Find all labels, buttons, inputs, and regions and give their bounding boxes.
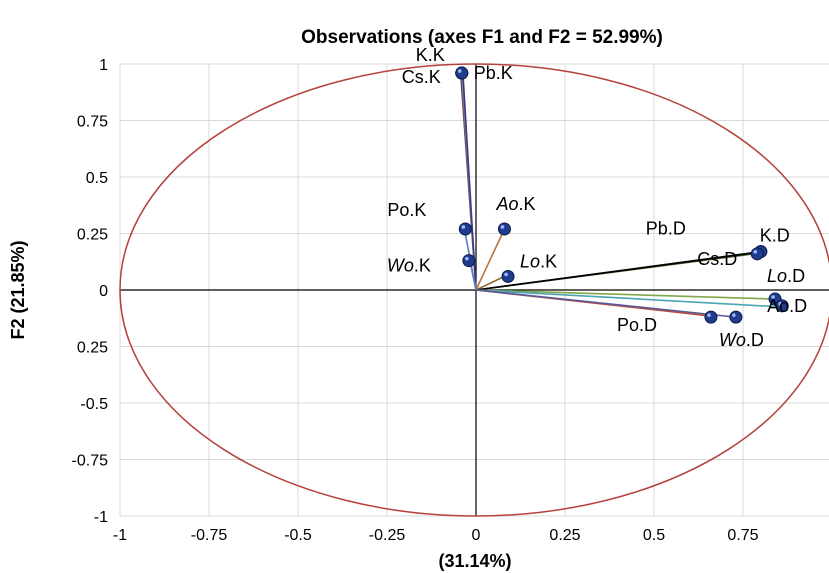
y-tick-label: 1: [99, 57, 108, 74]
label-ao-d: Ao.D: [767, 296, 807, 316]
label-lo-k: Lo.K: [520, 251, 557, 271]
y-tick-label: 0: [99, 283, 108, 300]
point-highlight: [457, 69, 462, 73]
x-tick-label: -0.5: [284, 527, 312, 544]
x-tick-label: 0.5: [643, 527, 665, 544]
vector-lo-d: [475, 289, 776, 300]
y-tick-label: -0.5: [80, 396, 108, 413]
point-highlight: [504, 272, 508, 277]
point-cs-d: [750, 247, 764, 261]
y-axis-title: F2 (21.85%): [8, 240, 28, 339]
label-italic-part: Ao: [495, 194, 518, 214]
label-po-k: Po.K: [387, 200, 426, 220]
label-suffix-part: .K: [414, 256, 431, 276]
point-wo-k: [462, 254, 476, 268]
point-po-k: [458, 222, 472, 236]
y-tick-label: -0.75: [72, 453, 109, 470]
tick-labels: -1 -0.75 -0.5 -0.25 0 0.25 0.5 0.75 1 0.75 0.5 0.25…: [72, 57, 759, 544]
label-po-d: Po.D: [617, 315, 657, 335]
label-suffix-part: .D: [787, 266, 805, 286]
label-suffix-part: .D: [746, 330, 764, 350]
point-ao-k: [497, 222, 511, 236]
vectors: [459, 71, 784, 318]
label-ao-k: Ao.K: [495, 194, 535, 214]
point-highlight: [707, 313, 711, 317]
vector-cs-d: [475, 251, 757, 291]
points: [455, 66, 789, 324]
vector-ao-d: [475, 289, 784, 308]
point-lo-k: [501, 269, 515, 283]
point-pb-k: [455, 66, 469, 80]
label-suffix-part: .K: [519, 194, 536, 214]
x-tick-label: -1: [113, 527, 127, 544]
x-tick-label: -0.75: [191, 527, 228, 544]
y-tick-label: -1: [94, 509, 108, 526]
label-wo-k: Wo.K: [387, 256, 431, 276]
label-pb-d: Pb.D: [646, 219, 686, 239]
vector-pb-k: [462, 74, 477, 291]
label-k-d: K.D: [760, 226, 790, 246]
x-axis-title: (31.14%): [438, 551, 511, 571]
x-tick-label: 0.75: [727, 527, 758, 544]
y-tick-label: 0.5: [86, 170, 108, 187]
label-italic-part: Wo: [387, 256, 414, 276]
label-italic-part: Lo: [767, 266, 787, 286]
vector-wo-d: [475, 289, 736, 318]
label-wo-d: Wo.D: [719, 330, 764, 350]
point-highlight: [771, 295, 775, 299]
point-highlight: [465, 256, 469, 261]
x-tick-label: 0.25: [549, 527, 580, 544]
chart-title: Observations (axes F1 and F2 = 52.99%): [301, 27, 663, 48]
correlation-circle: [119, 63, 829, 517]
axes: [120, 64, 829, 516]
point-highlight: [753, 250, 758, 254]
label-cs-d: Cs.D: [697, 249, 737, 269]
label-lo-d: Lo.D: [767, 266, 805, 286]
point-highlight: [500, 225, 505, 229]
point-highlight: [461, 225, 466, 229]
label-k-k: K.K: [416, 45, 445, 65]
y-tick-label: 0.25: [77, 340, 108, 357]
label-italic-part: Lo: [520, 251, 540, 271]
point-wo-d: [729, 310, 743, 324]
point-highlight: [732, 313, 736, 317]
point-labels: K.KCs.K Pb.KPo.K Ao.KWo.K Lo.KPb.D K.DCs.DLo…: [387, 45, 807, 350]
y-tick-label: 0.75: [77, 114, 108, 131]
vector-ao-k: [475, 228, 506, 291]
y-tick-label: 0.25: [77, 227, 108, 244]
correlation-circle-layer: [119, 63, 829, 517]
x-tick-label: -0.25: [369, 527, 406, 544]
point-po-d: [704, 310, 718, 324]
label-cs-k: Cs.K: [402, 67, 441, 87]
point-highlight: [778, 302, 782, 306]
label-italic-part: Wo: [719, 330, 746, 350]
x-tick-label: 0: [472, 527, 481, 544]
label-suffix-part: .K: [540, 251, 557, 271]
label-pb-k: Pb.K: [474, 63, 513, 83]
